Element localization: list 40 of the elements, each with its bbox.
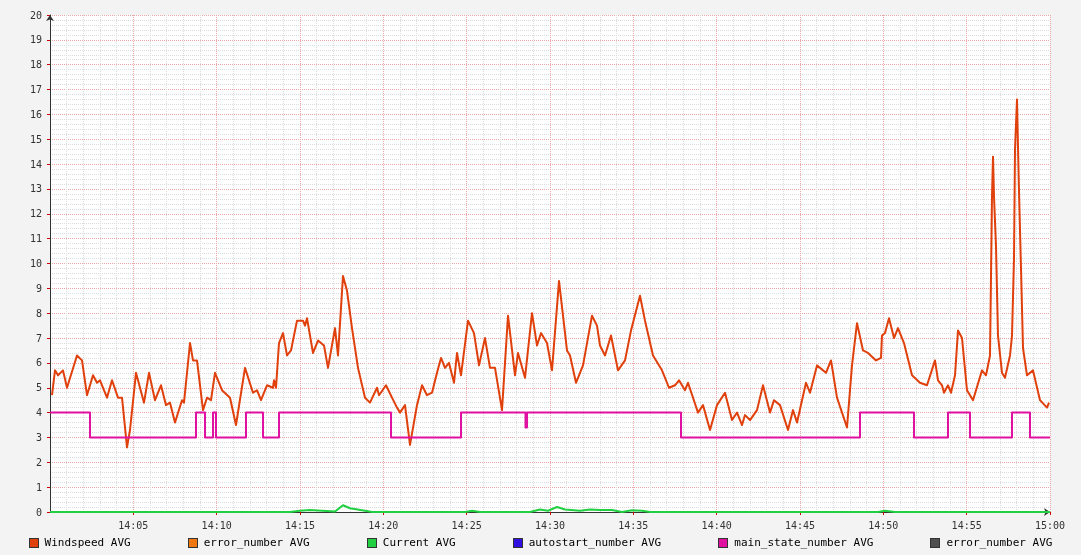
- x-tick-label: 14:40: [701, 519, 732, 531]
- y-tick-label: 7: [35, 332, 42, 344]
- y-tick-label: 6: [35, 357, 42, 369]
- x-tick-label: 14:10: [201, 519, 232, 531]
- legend-label: error_number AVG: [946, 536, 1053, 549]
- y-tick-label: 18: [29, 59, 42, 71]
- y-tick-label: 16: [29, 108, 42, 120]
- legend-label: Windspeed AVG: [44, 536, 131, 549]
- x-tick-label: 14:20: [368, 519, 399, 531]
- y-tick-label: 17: [29, 84, 42, 96]
- y-tick-label: 10: [29, 258, 42, 269]
- x-tick-label: 14:35: [618, 519, 649, 531]
- y-tick-label: 8: [35, 307, 42, 319]
- y-tick-label: 14: [29, 158, 42, 170]
- x-tick-label: 14:30: [534, 519, 566, 531]
- legend-label: autostart_number AVG: [528, 536, 662, 549]
- x-tick-label: 14:05: [118, 519, 149, 531]
- y-tick-label: 2: [35, 456, 42, 468]
- legend-label: error_number AVG: [203, 536, 310, 549]
- legend-label: main_state_number AVG: [734, 536, 874, 549]
- y-tick-label: 1: [35, 481, 42, 493]
- y-tick-label: 5: [35, 382, 42, 394]
- y-tick-label: 4: [35, 407, 42, 419]
- y-tick-label: 12: [29, 208, 42, 220]
- y-tick-label: 13: [29, 183, 42, 195]
- x-tick-label: 14:25: [451, 519, 482, 531]
- y-tick-label: 3: [35, 431, 42, 443]
- line-series: [51, 98, 1050, 449]
- y-tick-label: 9: [35, 282, 42, 294]
- x-tick-label: 14:15: [284, 519, 316, 531]
- y-tick-label: 15: [29, 133, 42, 145]
- x-tick-label: 15:00: [1034, 519, 1066, 531]
- x-tick-label: 14:50: [868, 519, 899, 531]
- y-tick-label: 0: [35, 506, 42, 518]
- y-tick-label: 11: [29, 233, 42, 245]
- y-tick-label: 19: [29, 34, 42, 46]
- y-tick-label: 20: [29, 9, 42, 21]
- x-tick-label: 14:55: [951, 519, 982, 531]
- x-tick-label: 14:45: [784, 519, 816, 531]
- legend-label: Current AVG: [382, 536, 456, 549]
